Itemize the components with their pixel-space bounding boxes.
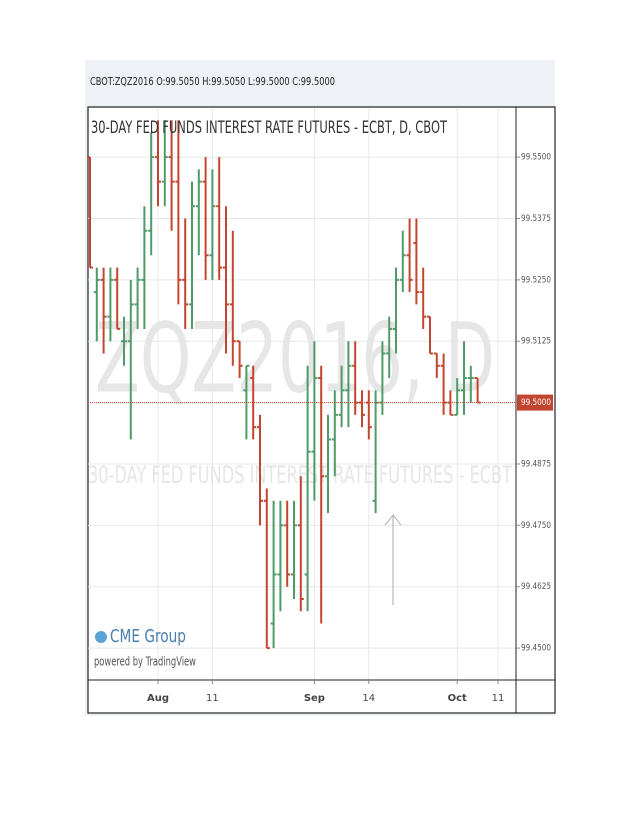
y-tick-label: 99.4750: [521, 521, 551, 531]
y-tick-label: 99.4625: [521, 582, 551, 592]
x-tick-label: Oct: [448, 693, 467, 704]
symbol-line: CBOT:ZQZ2016 O:99.5050 H:99.5050 L:99.50…: [90, 75, 335, 88]
bars: [87, 120, 516, 650]
x-tick-label: 14: [362, 693, 375, 704]
axes: 99.5500 99.5375 99.5250 99.5125 99.5000 99.48…: [147, 153, 553, 704]
x-tick-label: Sep: [304, 693, 325, 704]
chart-title: 30-DAY FED FUNDS INTEREST RATE FUTURES -…: [91, 118, 447, 138]
watermark: ZQZ2016, D: [95, 302, 495, 414]
y-tick-label: 99.5375: [521, 214, 551, 224]
x-tick-label: 11: [492, 693, 505, 704]
arrow-head: [384, 514, 402, 526]
last-price-label: 99.5000: [521, 398, 551, 408]
last-price-box: [517, 394, 553, 411]
y-tick-label: 99.5250: [521, 275, 551, 285]
powered-by: powered by TradingView: [94, 655, 196, 669]
logo: CME Group: [110, 626, 186, 647]
x-tick-label: Aug: [147, 693, 169, 704]
y-tick-label: 99.4500: [521, 644, 551, 654]
x-tick-label: 11: [206, 693, 219, 704]
y-tick-label: 99.4875: [521, 459, 551, 469]
y-tick-label: 99.5500: [521, 153, 551, 163]
y-tick-label: 99.5125: [521, 337, 551, 347]
logo-icon: [95, 631, 107, 643]
